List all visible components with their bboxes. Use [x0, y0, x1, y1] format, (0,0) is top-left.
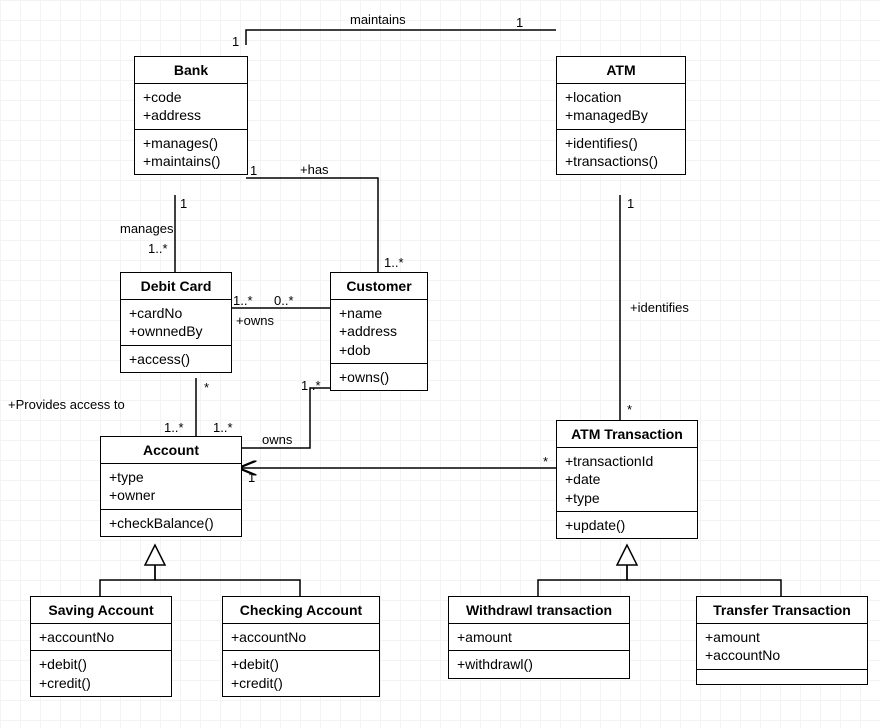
label-has: +has	[300, 162, 329, 177]
mult: 1	[180, 196, 187, 211]
mult: 1..*	[301, 378, 321, 393]
class-atm: ATM +location +managedBy +identifies() +…	[556, 56, 686, 175]
mult: 1..*	[164, 420, 184, 435]
label-owns-acct: owns	[262, 432, 292, 447]
class-customer: Customer +name +address +dob +owns()	[330, 272, 428, 391]
mult: 1	[516, 15, 523, 30]
class-account: Account +type +owner +checkBalance()	[100, 436, 242, 537]
mult: 1	[627, 196, 634, 211]
mult: 1..*	[213, 420, 233, 435]
mult: 1..*	[233, 293, 253, 308]
class-withdrawl-transaction: Withdrawl transaction +amount +withdrawl…	[448, 596, 630, 679]
mult: 1	[250, 163, 257, 178]
label-manages: manages	[120, 221, 173, 236]
class-bank: Bank +code +address +manages() +maintain…	[134, 56, 248, 175]
label-identifies: +identifies	[630, 300, 689, 315]
mult: *	[543, 454, 548, 469]
class-debit-card: Debit Card +cardNo +ownnedBy +access()	[120, 272, 232, 373]
mult: 1..*	[384, 255, 404, 270]
class-ops: +manages() +maintains()	[135, 130, 247, 174]
mult: 0..*	[274, 293, 294, 308]
mult: 1	[248, 470, 255, 485]
mult: 1..*	[148, 241, 168, 256]
class-attrs: +code +address	[135, 84, 247, 129]
mult: *	[627, 402, 632, 417]
class-saving-account: Saving Account +accountNo +debit() +cred…	[30, 596, 172, 697]
class-title: Bank	[135, 57, 247, 84]
class-atm-transaction: ATM Transaction +transactionId +date +ty…	[556, 420, 698, 539]
label-provides: +Provides access to	[8, 397, 125, 412]
mult: *	[204, 380, 209, 395]
label-owns-debit: +owns	[236, 313, 274, 328]
label-maintains: maintains	[350, 12, 406, 27]
mult: 1	[232, 34, 239, 49]
class-checking-account: Checking Account +accountNo +debit() +cr…	[222, 596, 380, 697]
class-transfer-transaction: Transfer Transaction +amount +accountNo	[696, 596, 868, 685]
